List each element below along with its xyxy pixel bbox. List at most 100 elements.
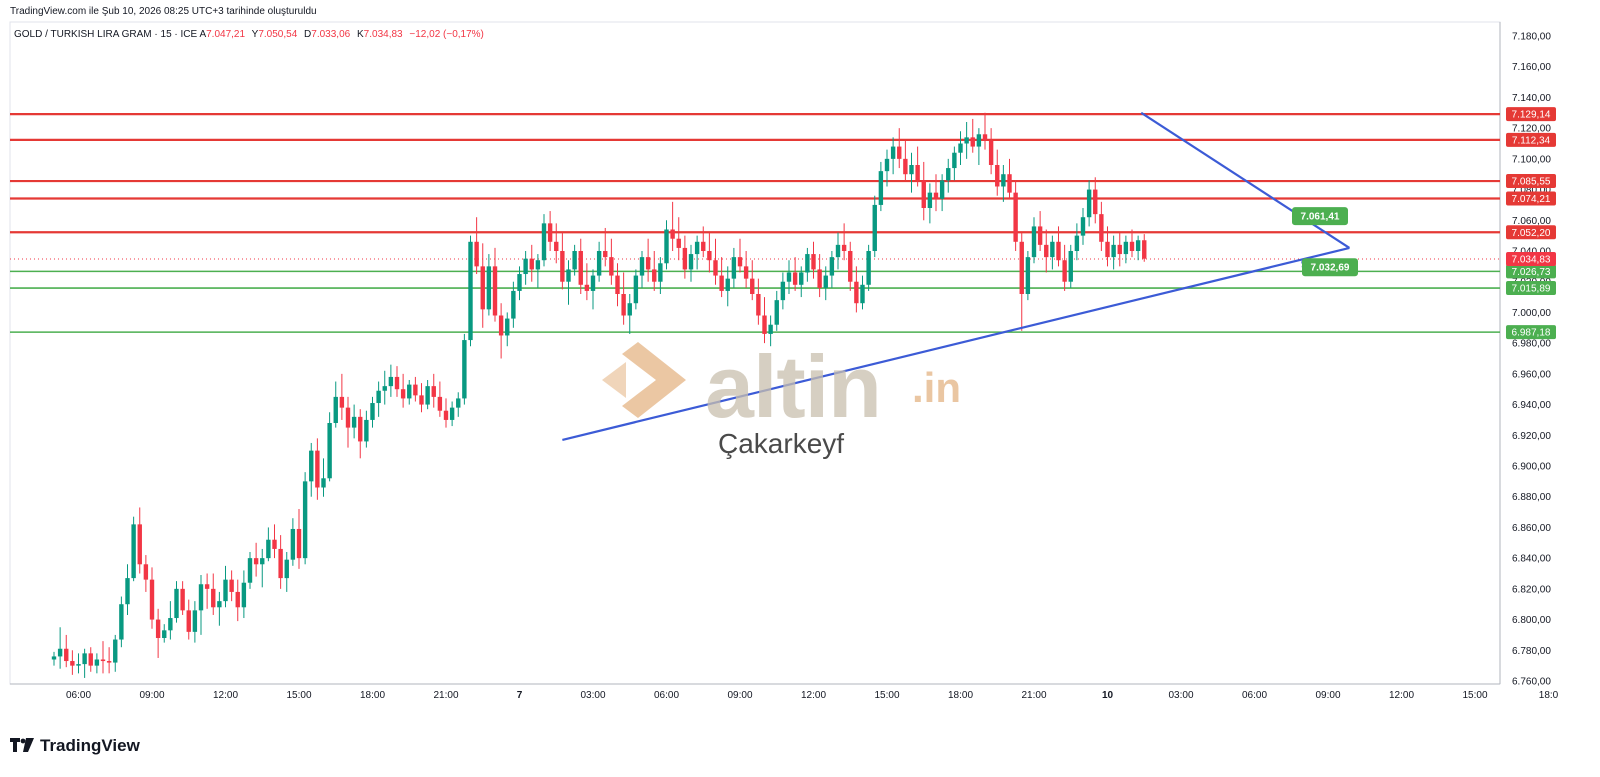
level-price-tag xyxy=(1506,325,1556,340)
change-value: −12,02 (−0,17%) xyxy=(409,29,484,40)
candle-body xyxy=(719,275,724,291)
candle-body xyxy=(1135,240,1141,251)
candle-body xyxy=(468,241,473,341)
y-tick-label: 6.880,00 xyxy=(1512,492,1551,503)
candle-body xyxy=(449,407,455,420)
candle-body xyxy=(658,263,663,282)
candle-body xyxy=(584,284,590,291)
x-tick-label: 15:00 xyxy=(874,690,899,701)
candle-body xyxy=(443,410,449,420)
candle-body xyxy=(388,376,394,387)
y-tick-label: 6.920,00 xyxy=(1512,431,1551,442)
y-tick-label: 6.840,00 xyxy=(1512,554,1551,565)
candle-body xyxy=(541,223,547,261)
x-tick-label: 7 xyxy=(517,690,523,701)
candle-body xyxy=(694,241,700,255)
candle-body xyxy=(315,450,320,488)
candle-body xyxy=(1080,217,1086,236)
candle-body xyxy=(407,384,412,399)
candle-body xyxy=(774,300,779,325)
candle-body xyxy=(113,639,118,663)
candle-body xyxy=(909,165,914,175)
candle-body xyxy=(106,661,112,663)
altin-logo-icon xyxy=(602,342,686,418)
candle-body xyxy=(1031,226,1037,258)
candle-body xyxy=(603,251,608,258)
y-tick-label: 6.800,00 xyxy=(1512,615,1551,626)
candle-body xyxy=(664,229,669,264)
candle-body xyxy=(903,158,908,175)
candle-body xyxy=(927,192,933,208)
candle-body xyxy=(437,396,443,411)
candle-body xyxy=(70,661,75,666)
y-tick-label: 6.780,00 xyxy=(1512,646,1551,657)
candle-body xyxy=(162,630,167,638)
candle-body xyxy=(505,318,510,336)
close-label: K xyxy=(357,29,364,40)
level-price-label: 7.026,73 xyxy=(1512,267,1551,278)
candle-body xyxy=(676,238,681,248)
candle-body xyxy=(609,257,614,276)
x-tick-label: 12:00 xyxy=(1389,690,1414,701)
trendline-upper xyxy=(1140,111,1351,249)
low-label: D xyxy=(304,29,312,40)
level-price-label: 7.052,20 xyxy=(1512,228,1551,239)
candle-body xyxy=(780,281,786,301)
candle-body xyxy=(915,165,920,181)
current-price-label: 7.034,83 xyxy=(1512,254,1551,265)
candle-body xyxy=(841,244,847,251)
level-price-tag xyxy=(1506,174,1556,189)
x-tick-label: 03:00 xyxy=(1168,690,1193,701)
candle-body xyxy=(76,664,81,666)
candle-body xyxy=(976,134,982,147)
tradingview-logo-text: TradingView xyxy=(40,736,140,755)
callout-label: 7.032,69 xyxy=(1311,263,1350,274)
candle-body xyxy=(884,158,890,172)
x-tick-label: 18:00 xyxy=(360,690,385,701)
candle-body xyxy=(137,524,142,565)
candle-body xyxy=(168,618,173,631)
candle-body xyxy=(878,171,884,205)
y-tick-label: 6.940,00 xyxy=(1512,400,1551,411)
candle-body xyxy=(731,257,737,279)
candle-body xyxy=(535,260,541,270)
high-label: Y xyxy=(251,29,259,40)
candle-body xyxy=(327,423,332,479)
candle-body xyxy=(333,396,338,423)
y-tick-label: 7.180,00 xyxy=(1512,32,1551,43)
candle-body xyxy=(652,269,657,282)
level-price-tag xyxy=(1506,264,1556,279)
y-tick-label: 6.980,00 xyxy=(1512,339,1551,350)
candle-body xyxy=(131,524,136,579)
watermark-brand-suffix: .in xyxy=(912,364,961,411)
candle-body xyxy=(351,416,357,428)
x-tick-label: 21:00 xyxy=(1021,690,1046,701)
candle-body xyxy=(688,254,694,270)
tradingview-logo[interactable]: TradingView xyxy=(10,736,140,756)
candle-body xyxy=(498,315,504,336)
candle-body xyxy=(848,251,853,282)
candle-body xyxy=(364,419,369,442)
candle-body xyxy=(180,588,185,611)
level-price-label: 7.085,55 xyxy=(1512,177,1551,188)
x-tick-label: 15:00 xyxy=(286,690,311,701)
candle-body xyxy=(376,390,381,404)
y-tick-label: 7.120,00 xyxy=(1512,124,1551,135)
candle-body xyxy=(560,251,565,282)
symbol-legend: GOLD / TURKISH LIRA GRAM · 15 · ICE A7.0… xyxy=(14,29,488,40)
candle-body xyxy=(799,272,804,285)
candle-body xyxy=(174,588,179,619)
candle-body xyxy=(811,254,816,270)
candle-body xyxy=(94,659,100,666)
candle-body xyxy=(829,257,835,276)
candle-body xyxy=(235,591,240,608)
candle-body xyxy=(554,241,559,251)
candle-body xyxy=(682,247,688,270)
y-tick-label: 7.100,00 xyxy=(1512,154,1551,165)
candle-body xyxy=(204,584,210,589)
level-price-tag xyxy=(1506,225,1556,240)
candle-body xyxy=(82,653,87,665)
candle-body xyxy=(1111,244,1116,258)
